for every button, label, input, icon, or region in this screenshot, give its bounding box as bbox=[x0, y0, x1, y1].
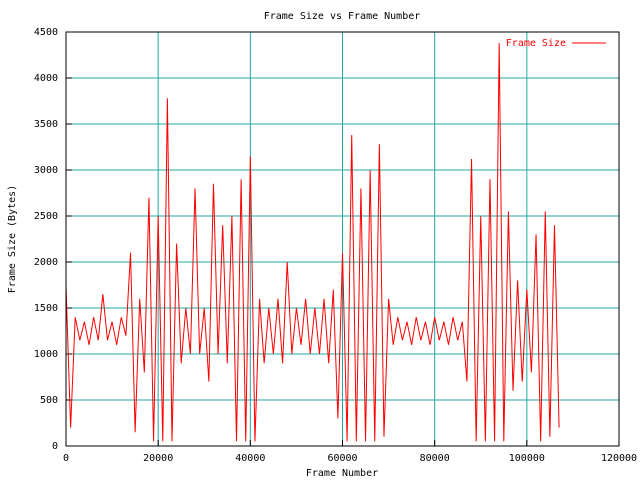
y-tick-label: 1500 bbox=[34, 303, 58, 314]
y-tick-label: 500 bbox=[40, 395, 58, 406]
plot-border bbox=[65, 31, 620, 447]
x-axis-label: Frame Number bbox=[306, 468, 378, 479]
x-tick-label: 80000 bbox=[420, 453, 450, 464]
x-tick-label: 40000 bbox=[235, 453, 265, 464]
y-tick-label: 4000 bbox=[34, 73, 58, 84]
x-tick-label: 100000 bbox=[509, 453, 545, 464]
y-tick-label: 1000 bbox=[34, 349, 58, 360]
y-tick-label: 2500 bbox=[34, 211, 58, 222]
y-tick-label: 2000 bbox=[34, 257, 58, 268]
y-tick-label: 4500 bbox=[34, 27, 58, 38]
x-tick-label: 0 bbox=[63, 453, 69, 464]
x-tick-label: 120000 bbox=[601, 453, 637, 464]
x-tick-label: 60000 bbox=[327, 453, 357, 464]
y-tick-label: 3000 bbox=[34, 165, 58, 176]
data-line bbox=[65, 43, 560, 442]
chart-title: Frame Size vs Frame Number bbox=[264, 11, 421, 22]
y-tick-label: 0 bbox=[52, 441, 58, 452]
legend-label: Frame Size bbox=[506, 38, 566, 49]
x-tick-label: 20000 bbox=[143, 453, 173, 464]
y-tick-label: 3500 bbox=[34, 119, 58, 130]
y-axis-label: Frame Size (Bytes) bbox=[7, 185, 18, 293]
